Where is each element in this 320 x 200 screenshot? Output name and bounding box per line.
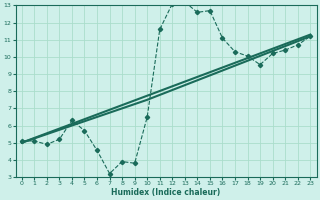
X-axis label: Humidex (Indice chaleur): Humidex (Indice chaleur) [111,188,221,197]
